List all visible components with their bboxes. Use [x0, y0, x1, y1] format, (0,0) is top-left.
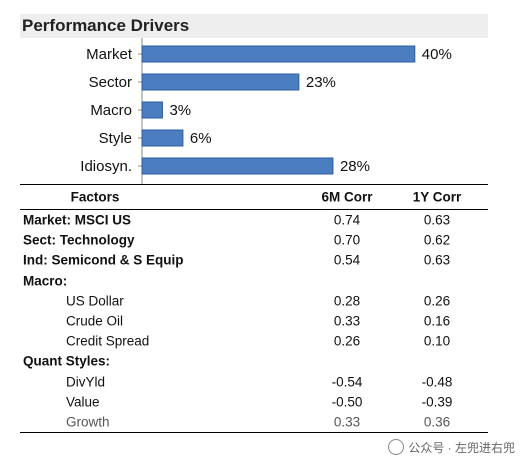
factor-cell: US Dollar	[66, 293, 124, 308]
bar	[141, 157, 334, 175]
table-body: Market: MSCI US 0.74 0.63 Sect: Technology 0…	[20, 210, 488, 434]
corr-1y-cell: 0.26	[423, 293, 451, 309]
table-row: Growth 0.33 0.36	[20, 412, 488, 434]
factor-category: Sect:	[23, 232, 57, 248]
factor-label: MSCI US	[71, 212, 132, 228]
corr-6m-cell: -0.50	[331, 394, 363, 410]
factor-cell: Credit Spread	[66, 334, 149, 349]
factor-label: Credit Spread	[66, 333, 150, 349]
table-row: US Dollar 0.28 0.26	[20, 291, 488, 311]
factor-label: Growth	[66, 414, 110, 430]
corr-1y-cell: 0.16	[423, 313, 451, 329]
category-label: Sector	[89, 74, 132, 91]
factor-cell: Crude Oil	[66, 314, 123, 329]
factor-label: DivYld	[66, 374, 106, 390]
corr-6m-cell: 0.70	[333, 232, 361, 248]
table-row: Ind: Semicond & S Equip 0.54 0.63	[20, 250, 488, 270]
chart-header: Performance Drivers	[20, 14, 488, 38]
header-1y-corr: 1Y Corr	[412, 189, 462, 205]
corr-1y-cell: 0.10	[423, 333, 451, 349]
table-header: Factors 6M Corr 1Y Corr	[20, 184, 488, 210]
value-label: 40%	[422, 46, 452, 63]
factor-category: Market:	[23, 212, 72, 228]
value-label: 3%	[169, 102, 191, 119]
factor-category: Ind:	[23, 252, 48, 268]
value-label: 6%	[190, 130, 212, 147]
bar-chart: Market 40% Sector 23% Macro 3% Style 6% Idiosyn.…	[80, 38, 452, 184]
bar	[141, 101, 163, 119]
corr-1y-cell: 0.62	[423, 232, 451, 248]
factor-label: Crude Oil	[66, 313, 124, 329]
table-row: Quant Styles:	[20, 351, 488, 371]
bar	[141, 129, 184, 147]
factor-cell: Quant Styles:	[23, 354, 110, 369]
corr-1y-cell: 0.63	[423, 212, 451, 228]
factor-label: Semicond & S Equip	[47, 252, 184, 268]
value-label: 23%	[306, 74, 336, 91]
wechat-icon	[388, 439, 405, 455]
table-row: Market: MSCI US 0.74 0.63	[20, 210, 488, 230]
factor-cell: Macro:	[23, 273, 67, 288]
factor-category: Macro:	[23, 273, 68, 289]
factors-table: Factors 6M Corr 1Y Corr Market: MSCI US 0…	[20, 184, 488, 434]
corr-6m-cell: 0.28	[333, 293, 361, 309]
factor-label: Technology	[56, 232, 135, 248]
bar	[141, 73, 300, 91]
table-row: DivYld -0.54 -0.48	[20, 372, 488, 392]
bar	[141, 45, 416, 63]
factor-cell: DivYld	[66, 374, 105, 389]
watermark: 公众号 · 左兜进右兜	[388, 439, 515, 456]
category-label: Market	[86, 46, 133, 63]
factor-label: US Dollar	[66, 293, 124, 309]
table-row: Value -0.50 -0.39	[20, 392, 488, 412]
watermark-text: 公众号 · 左兜进右兜	[408, 441, 515, 455]
factor-cell: Growth	[66, 414, 110, 429]
table-row: Credit Spread 0.26 0.10	[20, 331, 488, 351]
factor-cell: Sect: Technology	[23, 233, 135, 248]
factor-category: Quant Styles:	[23, 353, 111, 369]
factor-cell: Ind: Semicond & S Equip	[23, 253, 184, 268]
chart-title: Performance Drivers	[22, 16, 190, 35]
header-factors: Factors	[70, 189, 120, 205]
corr-1y-cell: 0.36	[423, 414, 451, 430]
corr-6m-cell: 0.33	[333, 313, 361, 329]
factor-label: Value	[66, 394, 100, 410]
table-row: Macro:	[20, 271, 488, 291]
corr-1y-cell: -0.39	[421, 394, 453, 410]
header-6m-corr: 6M Corr	[321, 189, 373, 205]
corr-1y-cell: 0.63	[423, 252, 451, 268]
corr-6m-cell: -0.54	[331, 374, 363, 390]
corr-6m-cell: 0.26	[333, 333, 361, 349]
table-row: Sect: Technology 0.70 0.62	[20, 230, 488, 250]
factor-cell: Value	[66, 394, 100, 409]
table-row: Crude Oil 0.33 0.16	[20, 311, 488, 331]
category-label: Style	[99, 130, 132, 147]
category-label: Idiosyn.	[80, 158, 132, 175]
corr-6m-cell: 0.54	[333, 252, 361, 268]
corr-1y-cell: -0.48	[421, 374, 453, 390]
factor-cell: Market: MSCI US	[23, 213, 131, 228]
category-label: Macro	[90, 102, 132, 119]
corr-6m-cell: 0.74	[333, 212, 361, 228]
value-label: 28%	[340, 158, 370, 175]
corr-6m-cell: 0.33	[333, 414, 361, 430]
